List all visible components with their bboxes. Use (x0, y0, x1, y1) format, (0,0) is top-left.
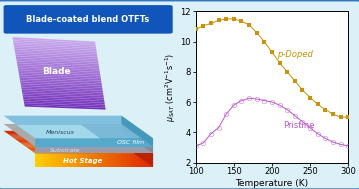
Polygon shape (97, 153, 100, 167)
Polygon shape (147, 153, 150, 167)
Polygon shape (23, 100, 105, 105)
Polygon shape (38, 153, 41, 167)
Polygon shape (14, 47, 97, 53)
Polygon shape (100, 153, 103, 167)
Polygon shape (65, 153, 67, 167)
Polygon shape (34, 152, 153, 153)
Polygon shape (23, 96, 104, 101)
Polygon shape (121, 124, 153, 153)
Polygon shape (16, 125, 100, 138)
Polygon shape (135, 153, 138, 167)
Polygon shape (56, 153, 59, 167)
Polygon shape (91, 153, 94, 167)
Text: Blade-coated blend OTFTs: Blade-coated blend OTFTs (26, 15, 150, 24)
Text: Substrate: Substrate (50, 148, 80, 153)
Polygon shape (18, 67, 100, 72)
Polygon shape (24, 103, 105, 108)
Polygon shape (13, 39, 95, 45)
Polygon shape (10, 135, 129, 136)
Text: p-Doped: p-Doped (277, 50, 313, 59)
Polygon shape (21, 84, 102, 89)
Text: Pristine: Pristine (283, 121, 315, 130)
Polygon shape (7, 133, 126, 134)
Polygon shape (19, 74, 101, 79)
Polygon shape (4, 124, 153, 147)
Polygon shape (76, 153, 79, 167)
Polygon shape (41, 153, 44, 167)
Polygon shape (109, 153, 112, 167)
Polygon shape (21, 143, 140, 144)
Polygon shape (121, 131, 153, 167)
Polygon shape (53, 153, 56, 167)
Polygon shape (74, 153, 76, 167)
Polygon shape (19, 77, 101, 82)
Polygon shape (22, 91, 103, 96)
Y-axis label: $\mu_{SAT}$ (cm$^2$V$^{-1}$s$^{-1}$): $\mu_{SAT}$ (cm$^2$V$^{-1}$s$^{-1}$) (163, 52, 177, 122)
Polygon shape (18, 68, 100, 74)
Polygon shape (94, 153, 97, 167)
Polygon shape (32, 151, 151, 152)
Polygon shape (4, 116, 153, 138)
Polygon shape (88, 153, 91, 167)
Polygon shape (138, 153, 141, 167)
Polygon shape (17, 65, 99, 70)
Polygon shape (71, 153, 74, 167)
Polygon shape (18, 141, 137, 142)
Polygon shape (35, 153, 38, 167)
Polygon shape (13, 40, 96, 47)
Polygon shape (85, 153, 88, 167)
Polygon shape (132, 153, 135, 167)
Polygon shape (19, 72, 101, 77)
Polygon shape (22, 93, 104, 98)
Polygon shape (16, 58, 98, 64)
Polygon shape (59, 153, 62, 167)
Polygon shape (5, 132, 125, 133)
Polygon shape (31, 150, 150, 151)
Polygon shape (24, 105, 106, 110)
Polygon shape (4, 131, 123, 132)
Polygon shape (23, 98, 104, 103)
Polygon shape (12, 37, 95, 43)
Polygon shape (29, 149, 148, 150)
Polygon shape (16, 140, 136, 141)
Polygon shape (21, 86, 103, 91)
Polygon shape (23, 94, 104, 99)
Polygon shape (23, 144, 142, 146)
Polygon shape (13, 42, 96, 48)
Polygon shape (15, 139, 134, 140)
Polygon shape (19, 75, 101, 81)
Polygon shape (118, 153, 121, 167)
FancyBboxPatch shape (4, 5, 173, 34)
Polygon shape (11, 136, 131, 138)
Polygon shape (121, 116, 153, 147)
Polygon shape (112, 153, 115, 167)
Text: Meniscus: Meniscus (46, 130, 74, 135)
Polygon shape (27, 148, 147, 149)
Polygon shape (17, 60, 99, 65)
Polygon shape (35, 138, 153, 147)
Polygon shape (141, 153, 144, 167)
Text: Blade: Blade (42, 67, 71, 76)
Polygon shape (83, 153, 85, 167)
Polygon shape (22, 89, 103, 94)
Text: OSC film: OSC film (117, 140, 144, 145)
Polygon shape (26, 147, 145, 148)
Polygon shape (20, 82, 102, 88)
Polygon shape (79, 153, 83, 167)
Polygon shape (16, 56, 98, 62)
Polygon shape (144, 153, 147, 167)
Polygon shape (115, 153, 118, 167)
Polygon shape (103, 153, 106, 167)
Polygon shape (15, 51, 97, 57)
Polygon shape (17, 63, 99, 69)
Polygon shape (150, 153, 153, 167)
Polygon shape (67, 153, 71, 167)
Polygon shape (14, 46, 97, 52)
Polygon shape (14, 44, 96, 50)
Polygon shape (127, 153, 130, 167)
Polygon shape (8, 134, 128, 135)
Polygon shape (35, 147, 153, 153)
X-axis label: Temperature (K): Temperature (K) (236, 179, 308, 188)
Polygon shape (123, 153, 127, 167)
